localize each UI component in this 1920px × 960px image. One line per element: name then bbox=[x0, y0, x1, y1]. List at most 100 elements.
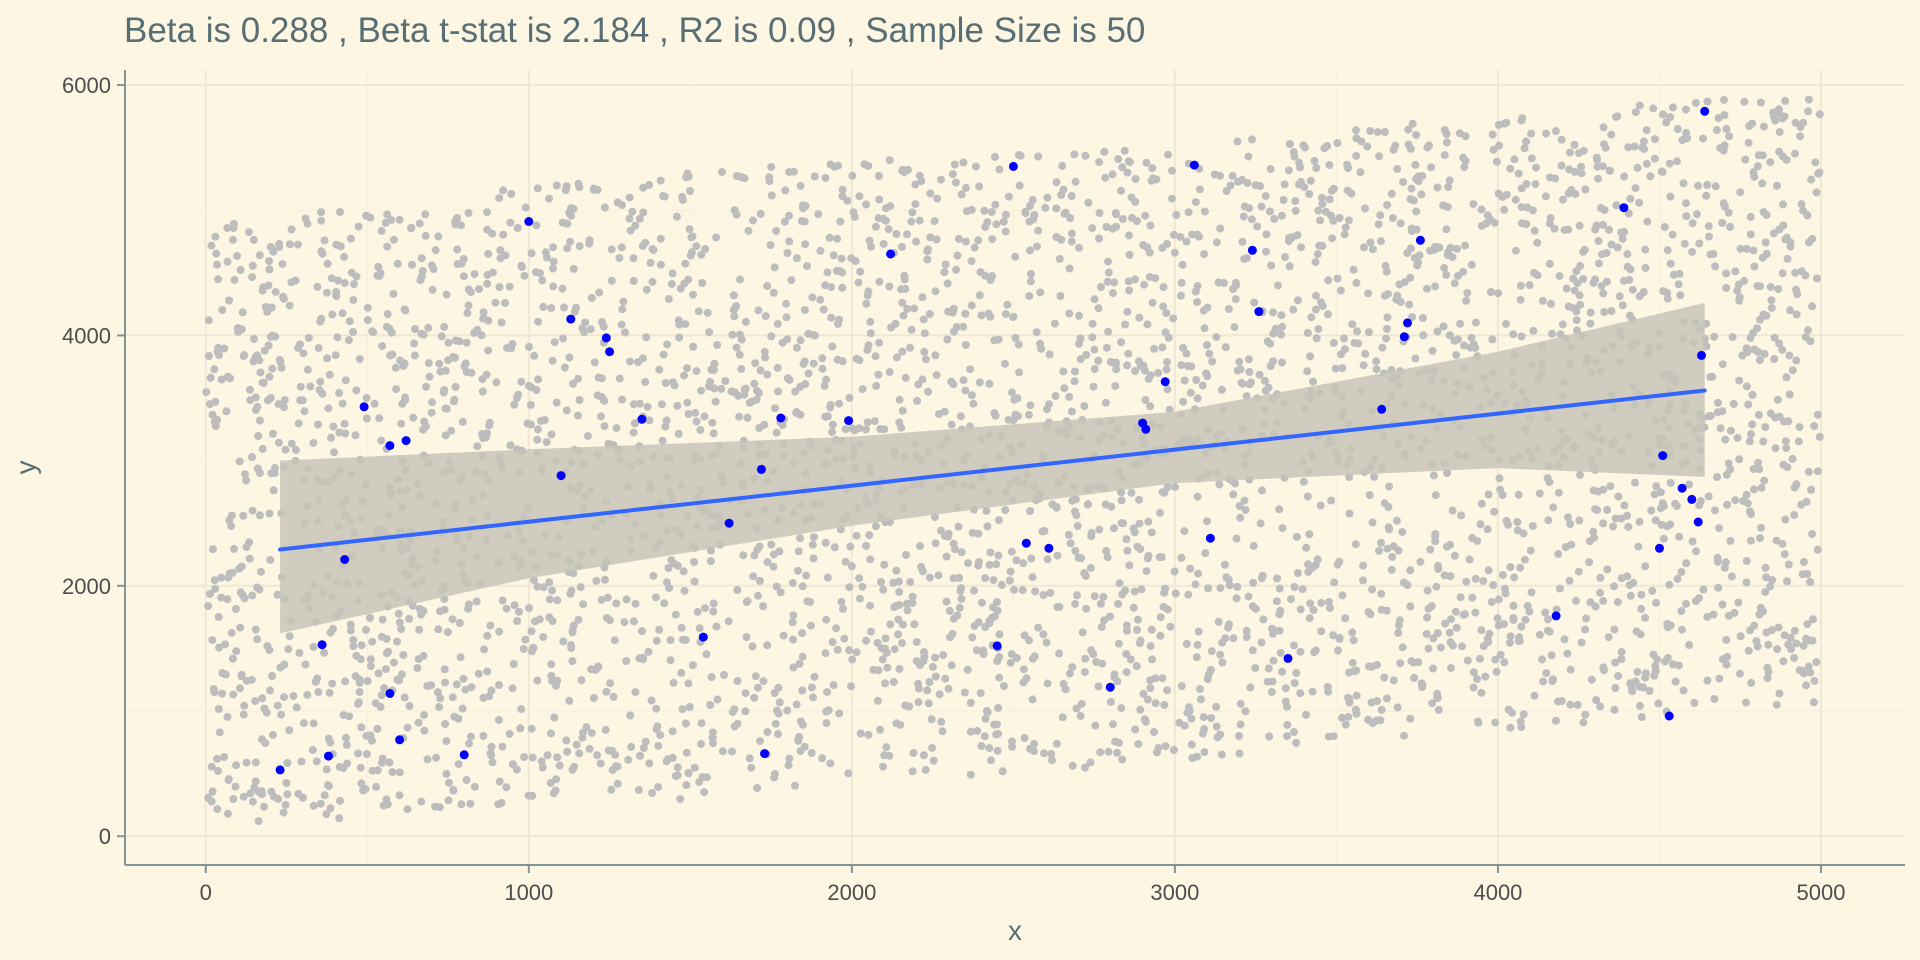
population-point bbox=[217, 593, 226, 602]
population-point bbox=[1193, 298, 1202, 307]
population-point bbox=[1544, 516, 1553, 525]
population-point bbox=[1278, 358, 1286, 367]
population-point bbox=[1090, 345, 1099, 354]
population-point bbox=[1146, 221, 1155, 230]
population-point bbox=[705, 328, 714, 337]
population-point bbox=[763, 728, 772, 737]
population-point bbox=[1007, 547, 1016, 556]
population-point bbox=[1090, 365, 1099, 373]
population-point bbox=[1688, 537, 1697, 546]
population-point bbox=[1150, 728, 1158, 736]
population-point bbox=[567, 644, 576, 652]
population-point bbox=[968, 633, 977, 642]
population-point bbox=[747, 763, 756, 772]
population-point bbox=[534, 317, 543, 326]
population-point bbox=[1084, 198, 1093, 207]
population-point bbox=[1792, 639, 1801, 648]
population-point bbox=[1505, 638, 1514, 647]
population-point bbox=[466, 288, 475, 297]
population-point bbox=[735, 412, 744, 421]
population-point bbox=[612, 424, 621, 433]
population-point bbox=[1233, 582, 1242, 591]
population-point bbox=[1515, 636, 1524, 645]
population-point bbox=[769, 562, 778, 571]
population-point bbox=[558, 284, 567, 293]
population-point bbox=[1114, 155, 1123, 164]
population-point bbox=[228, 568, 237, 577]
population-point bbox=[1356, 168, 1365, 177]
population-point bbox=[1797, 200, 1806, 209]
population-point bbox=[913, 396, 921, 405]
population-point bbox=[672, 212, 681, 221]
population-point bbox=[368, 327, 377, 336]
population-point bbox=[989, 576, 998, 585]
population-point bbox=[570, 762, 579, 771]
population-point bbox=[628, 207, 637, 216]
population-point bbox=[531, 617, 539, 626]
population-point bbox=[833, 355, 842, 364]
population-point bbox=[436, 607, 445, 616]
sample-point bbox=[844, 416, 854, 426]
population-point bbox=[760, 420, 769, 429]
population-point bbox=[829, 681, 838, 690]
population-point bbox=[1790, 149, 1799, 158]
population-point bbox=[1815, 432, 1824, 441]
population-point bbox=[1333, 560, 1342, 569]
population-point bbox=[1527, 129, 1536, 138]
population-point bbox=[1281, 697, 1290, 706]
population-point bbox=[306, 382, 315, 391]
population-point bbox=[894, 630, 903, 639]
population-point bbox=[741, 707, 750, 716]
population-point bbox=[1479, 642, 1488, 651]
sample-points bbox=[275, 106, 1710, 775]
population-point bbox=[1406, 244, 1415, 253]
population-point bbox=[545, 578, 554, 587]
population-point bbox=[976, 689, 985, 698]
population-point bbox=[673, 771, 682, 780]
population-point bbox=[692, 417, 701, 426]
population-point bbox=[1642, 159, 1651, 168]
population-point bbox=[1517, 332, 1526, 341]
population-point bbox=[662, 757, 671, 766]
population-point bbox=[1775, 225, 1784, 234]
population-point bbox=[1408, 313, 1417, 321]
population-point bbox=[1476, 520, 1485, 529]
population-point bbox=[1661, 657, 1669, 666]
population-point bbox=[444, 338, 453, 347]
population-point bbox=[1221, 343, 1230, 352]
population-point bbox=[928, 662, 937, 671]
sample-point bbox=[1141, 424, 1151, 434]
population-point bbox=[393, 637, 401, 646]
population-point bbox=[635, 214, 644, 223]
population-point bbox=[753, 784, 762, 792]
population-point bbox=[422, 382, 431, 391]
population-point bbox=[1551, 127, 1560, 136]
population-point bbox=[1159, 302, 1168, 311]
population-point bbox=[1596, 573, 1605, 582]
population-point bbox=[867, 242, 875, 251]
population-point bbox=[1218, 638, 1227, 647]
population-point bbox=[1306, 352, 1315, 361]
population-point bbox=[1283, 732, 1291, 741]
population-point bbox=[631, 688, 640, 697]
population-point bbox=[1380, 673, 1389, 682]
population-point bbox=[685, 703, 694, 711]
population-point bbox=[1607, 307, 1616, 315]
population-point bbox=[866, 317, 875, 326]
population-point bbox=[959, 158, 968, 167]
population-point bbox=[1178, 260, 1187, 269]
population-point bbox=[494, 715, 503, 724]
population-point bbox=[966, 770, 975, 779]
population-point bbox=[881, 634, 890, 643]
population-point bbox=[855, 574, 864, 583]
population-point bbox=[678, 635, 687, 644]
population-point bbox=[1802, 497, 1811, 506]
population-point bbox=[1600, 308, 1609, 316]
population-point bbox=[674, 429, 683, 438]
population-point bbox=[495, 681, 503, 689]
population-point bbox=[837, 254, 846, 263]
population-point bbox=[1042, 638, 1051, 647]
population-point bbox=[835, 399, 844, 408]
population-point bbox=[1755, 356, 1764, 365]
population-point bbox=[1364, 289, 1373, 298]
